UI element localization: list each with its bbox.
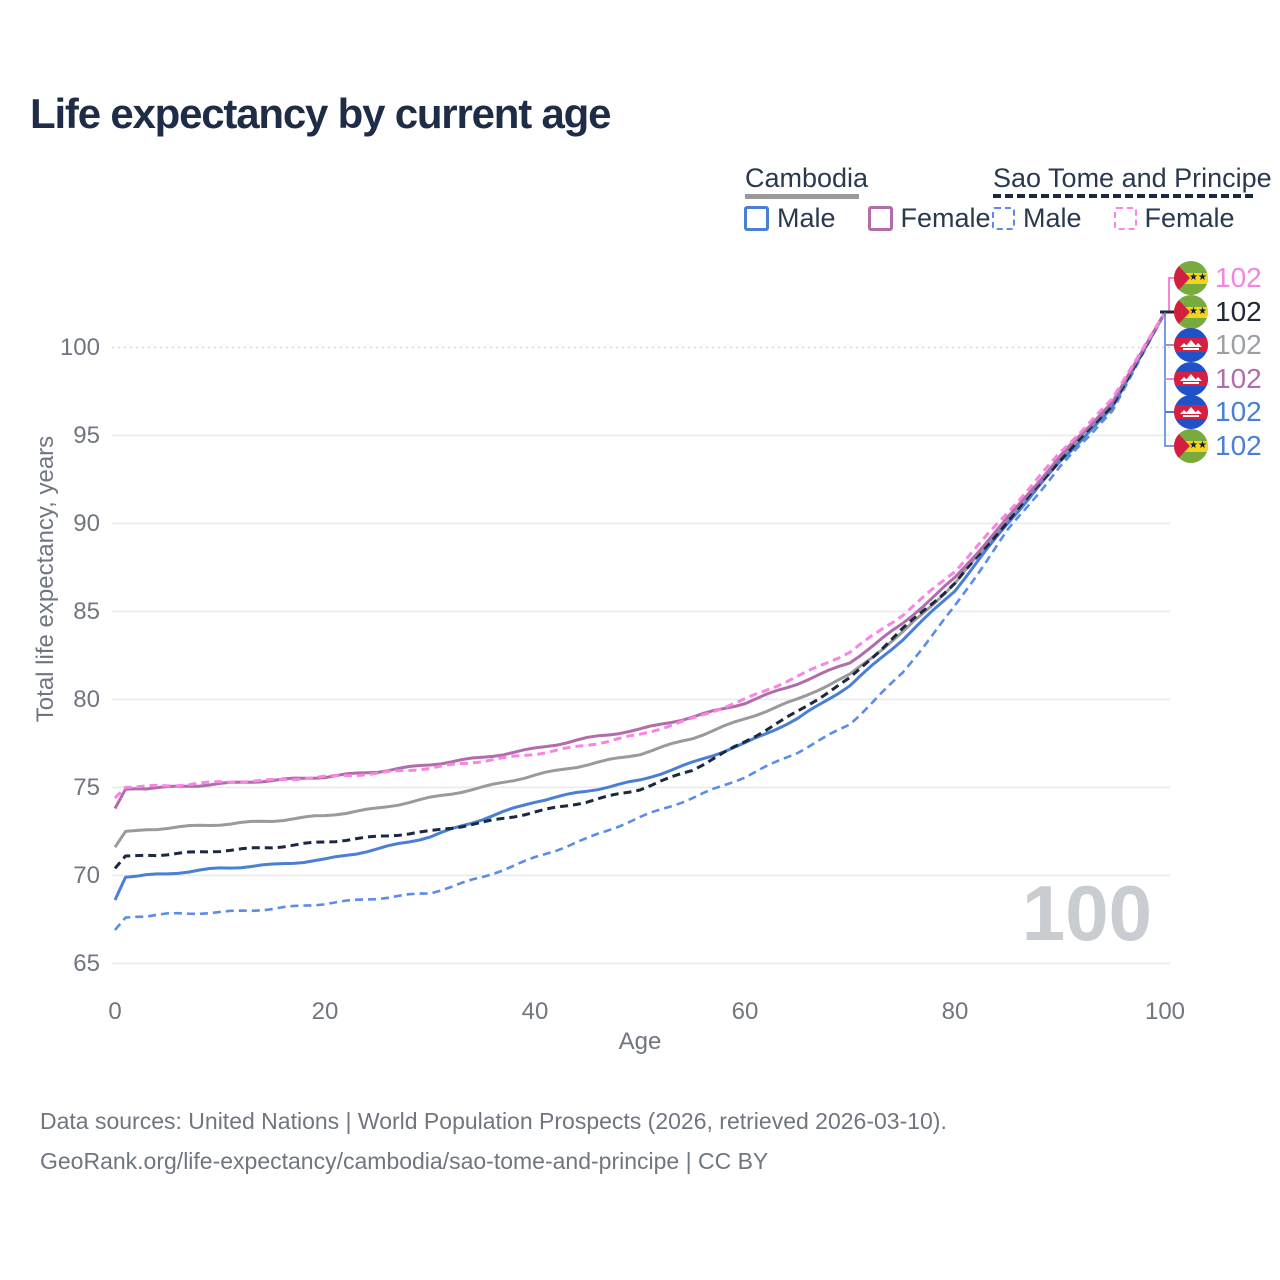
end-label-cambodia-male: 102 — [1174, 395, 1262, 429]
legend-item-sao-tome-male[interactable]: Male — [1023, 203, 1082, 233]
end-label-sao-tome-female: ★ ★ 102 — [1174, 261, 1262, 295]
end-value: 102 — [1215, 262, 1262, 293]
page-title: Life expectancy by current age — [30, 90, 611, 137]
end-label-sao-tome-male: ★ ★ 102 — [1174, 429, 1262, 463]
y-tick-80: 80 — [73, 686, 100, 713]
x-axis-title: Age — [618, 1028, 662, 1055]
series-line-cambodia-female — [113, 311, 1167, 810]
sao-tome-flag-icon: ★ ★ — [1174, 429, 1208, 463]
sao-tome-flag-icon: ★ ★ — [1174, 261, 1208, 295]
x-tick-60: 60 — [731, 998, 759, 1025]
legend-swatch-cambodia-female[interactable] — [867, 206, 893, 231]
attribution-note: GeoRank.org/life-expectancy/cambodia/sao… — [40, 1148, 769, 1174]
y-tick-75: 75 — [73, 774, 100, 801]
hover-age-watermark: 100 — [1021, 869, 1153, 957]
cambodia-flag-icon — [1174, 328, 1208, 362]
y-axis-title: Total life expectancy, years — [32, 435, 59, 723]
y-tick-85: 85 — [73, 598, 100, 625]
end-label-cambodia-both: 102 — [1174, 328, 1262, 362]
y-tick-70: 70 — [73, 862, 100, 889]
series-line-cambodia-male — [113, 311, 1167, 901]
x-tick-20: 20 — [311, 998, 339, 1025]
legend-swatch-sao-tome-male[interactable] — [992, 207, 1015, 230]
legend-group-cambodia-label: Cambodia — [745, 163, 869, 193]
end-value: 102 — [1215, 329, 1262, 360]
legend-sao-tome-line-swatch — [993, 194, 1253, 198]
legend-cambodia-line-swatch — [745, 194, 859, 199]
legend-group-sao-tome-label: Sao Tome and Principe — [993, 163, 1272, 193]
end-value: 102 — [1215, 430, 1262, 461]
end-value: 102 — [1215, 296, 1262, 327]
series-line-sao-tome-and-principe-both-sexes- — [113, 311, 1167, 870]
data-sources-note: Data sources: United Nations | World Pop… — [40, 1108, 947, 1134]
end-label-cambodia-female: 102 — [1174, 362, 1262, 396]
y-tick-95: 95 — [73, 422, 100, 449]
legend-swatch-cambodia-male[interactable] — [744, 206, 769, 231]
legend-item-sao-tome-female[interactable]: Female — [1144, 203, 1235, 233]
sao-tome-flag-icon: ★ ★ — [1174, 295, 1208, 329]
x-tick-80: 80 — [941, 998, 969, 1025]
end-value: 102 — [1215, 396, 1262, 427]
y-tick-90: 90 — [73, 510, 100, 537]
series-line-cambodia-both-sexes- — [113, 311, 1167, 849]
cambodia-flag-icon — [1174, 362, 1208, 396]
x-tick-0: 0 — [108, 998, 122, 1025]
end-value: 102 — [1215, 363, 1262, 394]
series-line-sao-tome-and-principe-male — [114, 311, 1167, 931]
legend-swatch-sao-tome-female[interactable] — [1113, 207, 1137, 230]
end-label-connector-2 — [1164, 312, 1176, 447]
legend-item-cambodia-female[interactable]: Female — [900, 203, 991, 233]
y-tick-65: 65 — [73, 950, 100, 977]
y-tick-100: 100 — [59, 334, 100, 361]
end-label-sao-tome-both: ★ ★ 102 — [1174, 295, 1262, 329]
legend-item-cambodia-male[interactable]: Male — [777, 203, 836, 233]
x-tick-100: 100 — [1144, 998, 1186, 1025]
cambodia-flag-icon — [1174, 395, 1208, 429]
series-line-sao-tome-and-principe-female — [113, 311, 1167, 800]
x-tick-40: 40 — [521, 998, 549, 1025]
